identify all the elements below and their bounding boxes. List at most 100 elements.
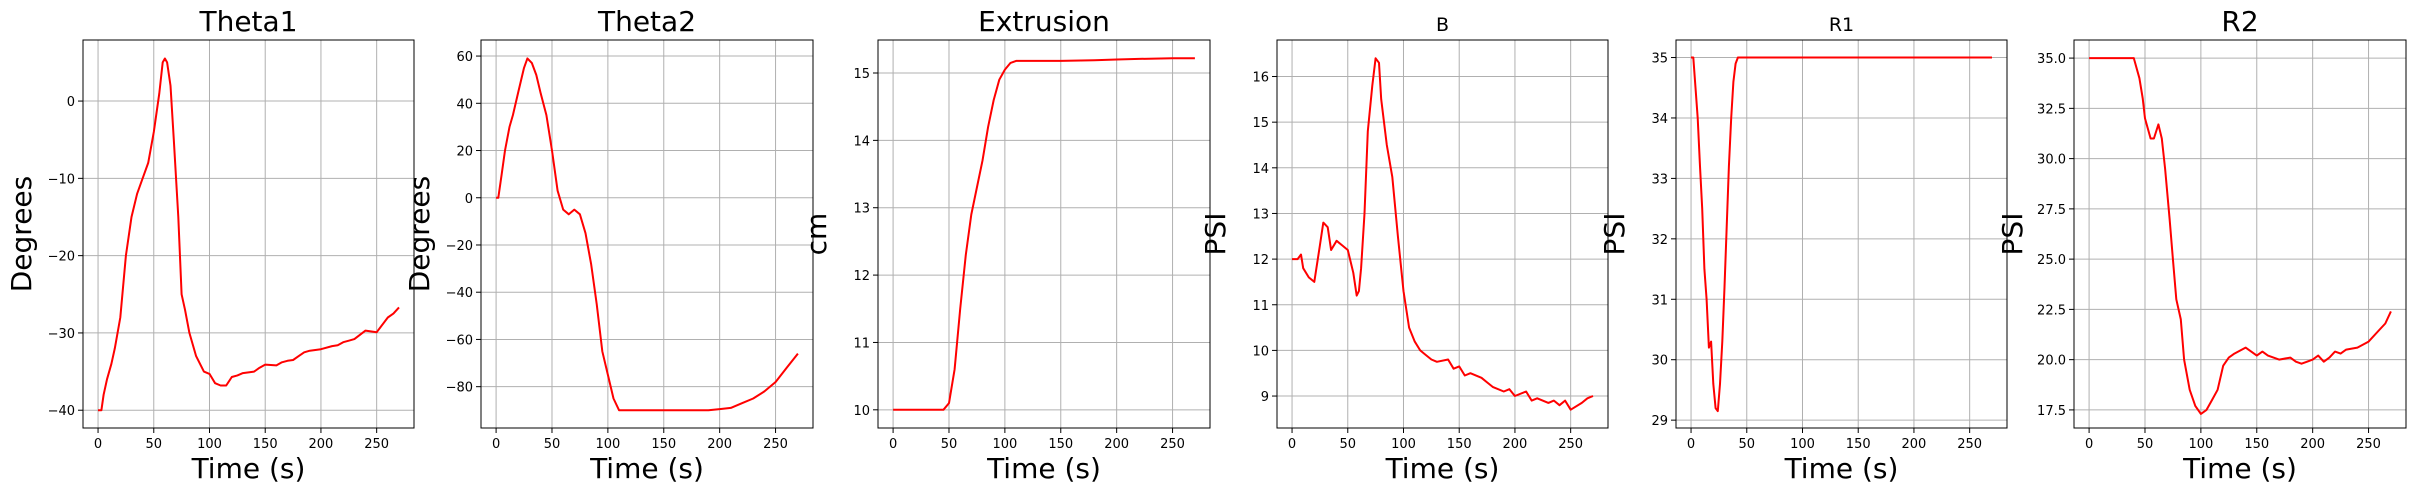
- y-tick-label: 10: [1252, 344, 1269, 359]
- y-tick-label: 0: [465, 192, 473, 207]
- x-tick-label: 50: [2137, 437, 2154, 452]
- y-tick-label: 12: [853, 269, 870, 284]
- y-tick-label: 30: [1651, 354, 1668, 369]
- series-line: [2089, 57, 2392, 415]
- y-tick-label: 20: [456, 145, 473, 160]
- x-tick-label: 200: [1902, 437, 1927, 452]
- x-tick-label: 150: [1846, 437, 1871, 452]
- x-tick-label: 250: [2356, 437, 2381, 452]
- chart-panel-3: 0 50 100 150 200 250 10 11 12 13 14 15 Extrusion Time…: [800, 5, 1211, 485]
- x-tick-label: 0: [94, 437, 102, 452]
- y-tick-label: 25.0: [2037, 253, 2066, 268]
- x-tick-label: 250: [1558, 437, 1583, 452]
- x-tick-label: 200: [1503, 437, 1528, 452]
- x-tick-label: 250: [763, 437, 788, 452]
- chart-title: B: [1436, 14, 1449, 36]
- x-tick-label: 50: [941, 437, 958, 452]
- y-tick-label: −60: [446, 333, 473, 348]
- x-tick-label: 200: [707, 437, 732, 452]
- x-tick-label: 150: [253, 437, 278, 452]
- y-tick-label: 40: [456, 97, 473, 112]
- x-tick-label: 150: [651, 437, 676, 452]
- y-tick-label: 13: [853, 202, 870, 217]
- y-tick-label: 12: [1252, 253, 1269, 268]
- x-axis-label: Time (s): [986, 452, 1101, 485]
- y-tick-label: 11: [853, 336, 870, 351]
- x-tick-label: 100: [992, 437, 1017, 452]
- series-line: [893, 57, 1195, 411]
- y-tick-label: −40: [446, 286, 473, 301]
- x-tick-label: 0: [492, 437, 500, 452]
- y-tick-label: 20.0: [2037, 354, 2066, 369]
- chart-panel-2: 0 50 100 150 200 250 −80 −60 −40 −20 0 20 40 60 Theta2…: [403, 5, 814, 485]
- x-tick-label: 200: [1104, 437, 1129, 452]
- y-tick-label: 27.5: [2037, 203, 2066, 218]
- y-tick-label: 32: [1651, 233, 1668, 248]
- y-tick-label: 35: [1651, 52, 1668, 67]
- chart-title: R2: [2221, 5, 2258, 38]
- x-tick-label: 50: [1738, 437, 1755, 452]
- plot-frame: [1276, 39, 1609, 429]
- y-tick-label: −30: [48, 327, 75, 342]
- x-tick-label: 100: [197, 437, 222, 452]
- x-tick-label: 250: [1160, 437, 1185, 452]
- y-axis-label: cm: [800, 213, 833, 256]
- x-tick-label: 200: [309, 437, 334, 452]
- y-tick-label: 35.0: [2037, 52, 2066, 67]
- chart-panel-6: 0 50 100 150 200 250 17.5 20.0 22.5 25.0 27.5 30.0 3…: [1996, 5, 2407, 485]
- x-axis-label: Time (s): [191, 452, 306, 485]
- y-tick-label: 34: [1651, 112, 1668, 127]
- x-axis-label: Time (s): [1784, 452, 1899, 485]
- series-line: [1691, 56, 1992, 413]
- plot-frame: [82, 39, 415, 429]
- x-tick-label: 150: [1048, 437, 1073, 452]
- series-line: [98, 57, 400, 412]
- y-tick-label: 33: [1651, 172, 1668, 187]
- y-tick-label: 14: [1252, 162, 1269, 177]
- x-tick-label: 150: [1447, 437, 1472, 452]
- x-tick-label: 250: [1957, 437, 1982, 452]
- y-tick-label: 15: [853, 67, 870, 82]
- chart-title: Extrusion: [978, 5, 1110, 38]
- x-tick-label: 200: [2300, 437, 2325, 452]
- y-tick-label: 17.5: [2037, 404, 2066, 419]
- y-tick-label: −20: [48, 250, 75, 265]
- chart-panel-1: 0 50 100 150 200 250 −40 −30 −20 −10 0 Theta1 Time (…: [5, 5, 415, 485]
- y-tick-label: 60: [456, 50, 473, 65]
- y-tick-label: 10: [853, 404, 870, 419]
- y-axis-label: PSI: [1996, 213, 2029, 256]
- chart-panel-5: 0 50 100 150 200 250 29 30 31 32 33 34 35 R1 Time (s) P…: [1598, 14, 2008, 485]
- chart-title: Theta1: [198, 5, 297, 38]
- x-tick-label: 150: [2244, 437, 2269, 452]
- x-tick-label: 250: [364, 437, 389, 452]
- plot-frame: [480, 39, 814, 429]
- y-tick-label: 32.5: [2037, 102, 2066, 117]
- chart-panel-4: 0 50 100 150 200 250 9 10 11 12 13 14 15 16 B Time (s) P…: [1199, 14, 1609, 485]
- x-tick-label: 0: [889, 437, 897, 452]
- plot-frame: [1675, 39, 2008, 429]
- y-tick-label: 30.0: [2037, 153, 2066, 168]
- y-axis-label: Degrees: [5, 176, 38, 293]
- chart-title: R1: [1829, 14, 1854, 36]
- x-tick-label: 100: [2188, 437, 2213, 452]
- y-tick-label: −20: [446, 239, 473, 254]
- x-tick-label: 100: [1391, 437, 1416, 452]
- y-tick-label: −80: [446, 381, 473, 396]
- series-line: [496, 57, 799, 412]
- y-tick-label: 11: [1252, 299, 1269, 314]
- chart-title: Theta2: [597, 5, 696, 38]
- x-tick-label: 0: [2085, 437, 2093, 452]
- x-axis-label: Time (s): [2182, 452, 2297, 485]
- y-axis-label: PSI: [1199, 213, 1232, 256]
- x-tick-label: 50: [145, 437, 162, 452]
- y-tick-label: 22.5: [2037, 303, 2066, 318]
- x-tick-label: 100: [1790, 437, 1815, 452]
- plot-frame: [2073, 39, 2407, 429]
- y-tick-label: 16: [1252, 71, 1269, 86]
- y-axis-label: Degrees: [403, 176, 436, 293]
- y-tick-label: 13: [1252, 207, 1269, 222]
- y-tick-label: 14: [853, 134, 870, 149]
- x-tick-label: 50: [1339, 437, 1356, 452]
